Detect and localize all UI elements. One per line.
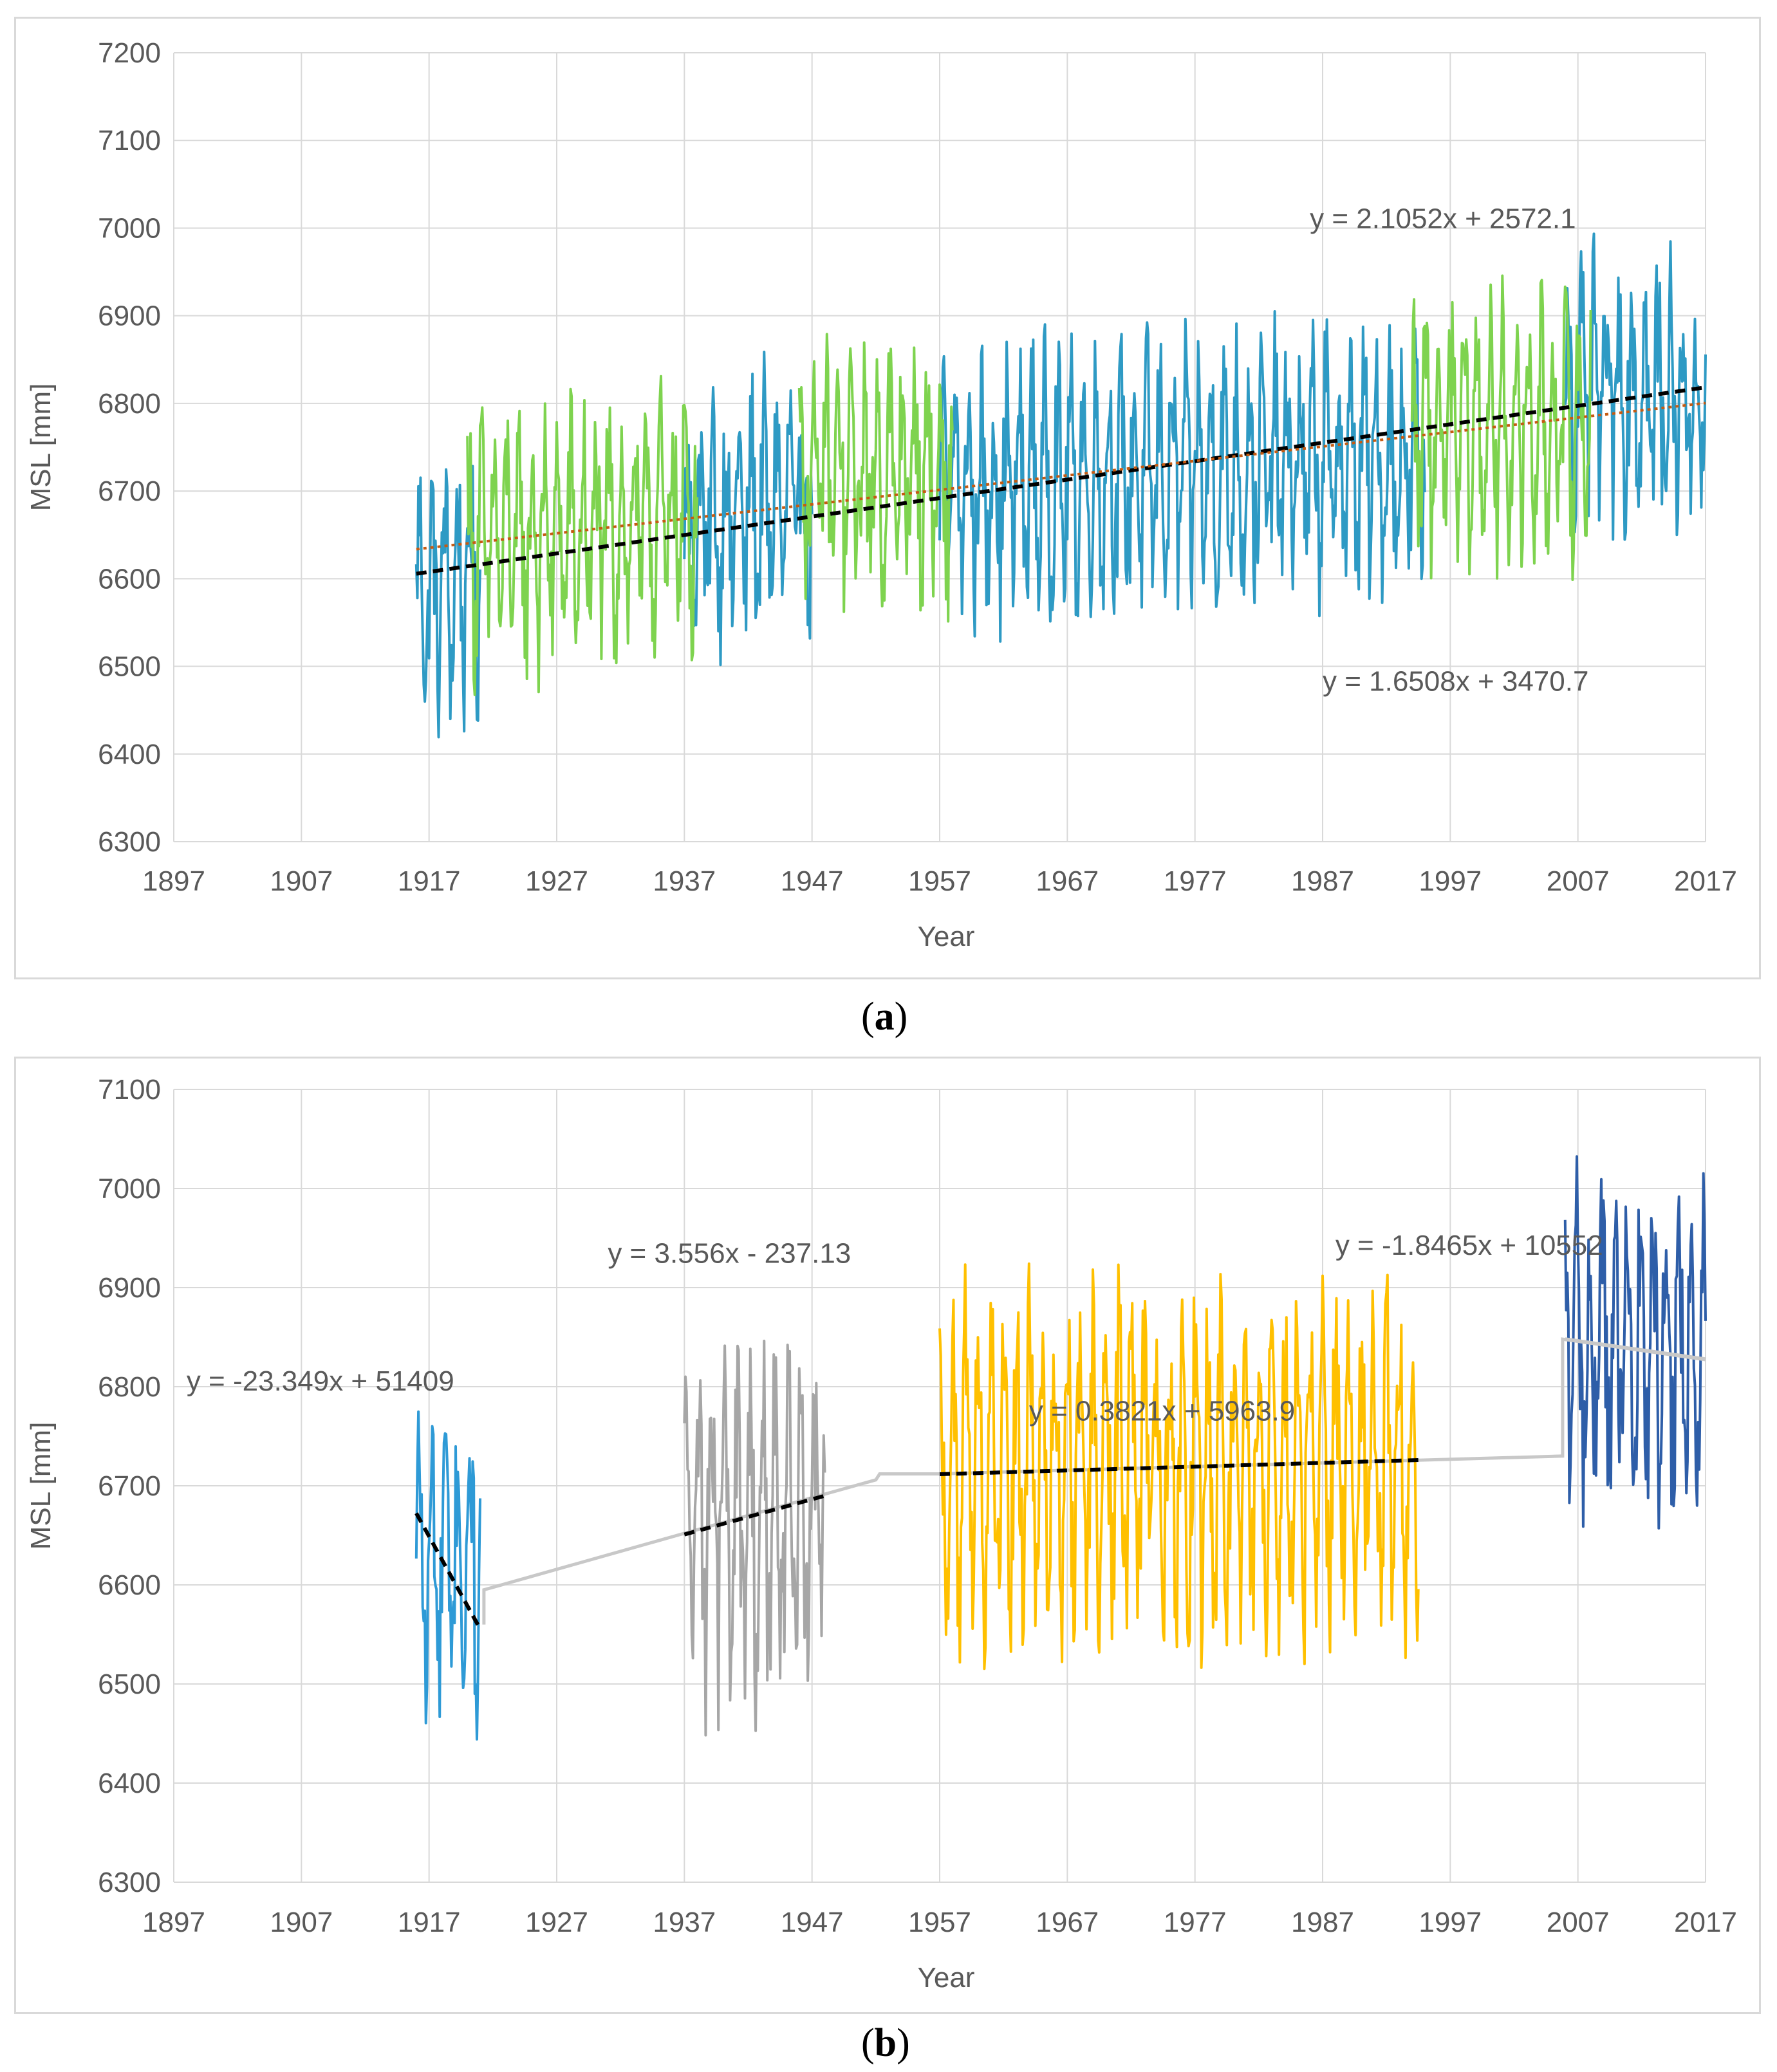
series-line-green [1410,274,1592,581]
chart-b-frame [14,1057,1761,2014]
x-tick-label: 1957 [908,865,971,897]
y-tick-label: 7200 [98,37,161,69]
series-line-blue [683,350,814,667]
chart-b: 6300 6400 6500 6600 6700 6800 6900 7000 7100 1897… [25,1074,1737,1993]
y-tick-label: 6400 [98,1768,161,1799]
x-tick-label: 1907 [270,1907,333,1938]
chart-a: 6300 6400 6500 6600 6700 6800 6900 7000 7100 7200… [25,37,1737,952]
x-axis-title: Year [918,1962,975,1993]
trend-equation: y = 3.556x - 237.13 [608,1238,851,1270]
series-line-1957-1994 [938,1262,1420,1670]
x-tick-label: 1947 [781,1907,844,1938]
y-tick-label: 6400 [98,739,161,770]
trendline [414,1512,482,1630]
x-tick-label: 1987 [1291,865,1354,897]
x-tick-label: 1967 [1036,865,1099,897]
x-tick-label: 1987 [1291,1907,1354,1938]
y-tick-label: 7000 [98,1173,161,1205]
series-line-2006-2017 [1563,1155,1707,1530]
trend-equation: y = 2.1052x + 2572.1 [1310,203,1576,234]
x-tick-label: 1947 [781,865,844,897]
y-tick-label: 6600 [98,563,161,595]
x-tick-label: 2007 [1547,1907,1610,1938]
trendline [1565,1337,1706,1362]
x-tick-label: 1967 [1036,1907,1099,1938]
x-axis-title: Year [918,921,975,952]
connector-line [482,1337,1706,1625]
y-tick-label: 6300 [98,826,161,858]
x-tick-label: 1977 [1164,1907,1227,1938]
series-line-green [466,375,699,696]
trendline [684,1494,826,1537]
trend-equation: y = 1.6508x + 3470.7 [1323,666,1588,698]
y-tick-label: 7100 [98,125,161,156]
y-tick-label: 6700 [98,1470,161,1502]
x-tick-label: 1997 [1419,865,1482,897]
trend-equation: y = -1.8465x + 10552 [1335,1230,1603,1261]
y-tick-label: 6600 [98,1569,161,1601]
x-tick-label: 1927 [525,865,588,897]
x-tick-label: 1927 [525,1907,588,1938]
series-line-blue [1563,232,1707,541]
x-tick-label: 1917 [398,1907,461,1938]
x-tick-label: 1997 [1419,1907,1482,1938]
y-tick-label: 6900 [98,1272,161,1304]
trendline [939,1457,1419,1477]
y-tick-label: 7000 [98,212,161,244]
series-line-green [797,333,954,623]
x-tick-label: 1957 [908,1907,971,1938]
y-tick-label: 6800 [98,1371,161,1403]
series-line-blue [938,310,1426,643]
y-tick-label: 6900 [98,301,161,332]
panel-label-a: (a) [861,995,908,1039]
trend-equation: y = -23.349x + 51409 [187,1365,454,1397]
x-tick-label: 2017 [1674,865,1737,897]
trend-equation: y = 0.3821x + 5963.9 [1029,1395,1295,1427]
x-tick-label: 1907 [270,865,333,897]
x-tick-label: 1937 [653,865,716,897]
series-line-1916-1921 [414,1410,481,1741]
x-tick-label: 2017 [1674,1907,1737,1938]
y-axis-title: MSL [mm] [25,384,57,512]
y-tick-label: 7100 [98,1074,161,1105]
x-tick-label: 1897 [142,865,205,897]
y-tick-label: 6700 [98,476,161,507]
x-tick-label: 2007 [1547,865,1610,897]
x-tick-label: 1977 [1164,865,1227,897]
y-axis-title: MSL [mm] [25,1422,57,1550]
y-tick-label: 6800 [98,388,161,420]
panel-label-b: (b) [861,2021,910,2065]
y-tick-label: 6500 [98,1669,161,1700]
y-tick-label: 6500 [98,651,161,683]
x-tick-label: 1897 [142,1907,205,1938]
x-tick-label: 1917 [398,865,461,897]
series-line-1937-1948 [683,1339,826,1737]
y-tick-label: 6300 [98,1867,161,1898]
x-tick-label: 1937 [653,1907,716,1938]
